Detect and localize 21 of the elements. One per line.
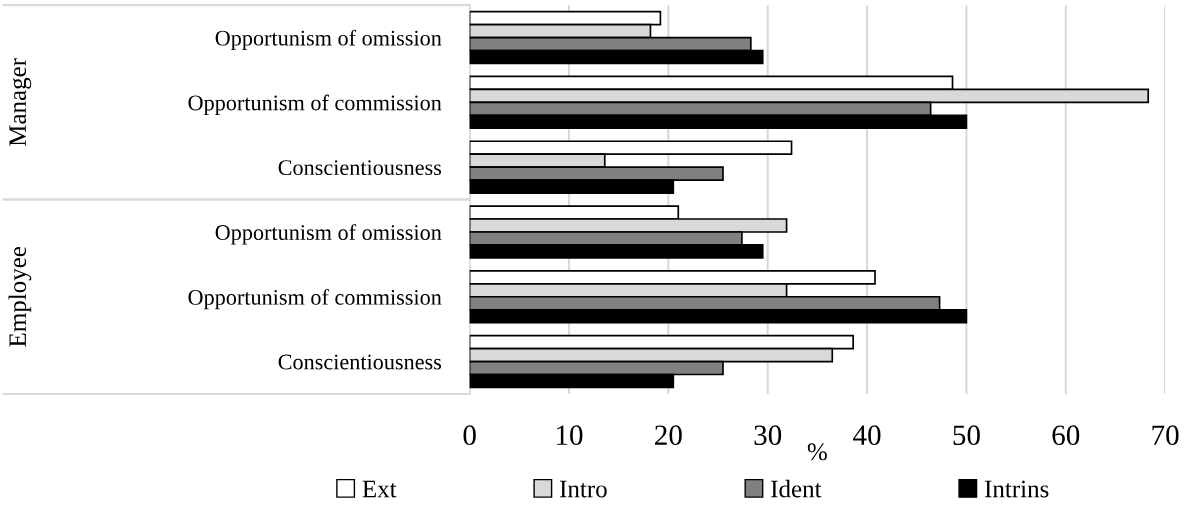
- text: Employee: [8, 246, 32, 347]
- x-tick-label: 0: [463, 425, 476, 446]
- x-tick-label: 10: [556, 425, 583, 446]
- y-tick-label: Conscientiousness: [278, 354, 442, 370]
- text: Manager: [9, 58, 32, 147]
- x-tick-label: 70: [1152, 425, 1179, 446]
- x-tick-label: 50: [953, 425, 980, 446]
- legend-label: Ext: [362, 480, 397, 498]
- x-axis-title: %: [807, 443, 827, 461]
- y-tick-label: Opportunism of commission: [188, 94, 442, 115]
- x-tick-label: 20: [655, 425, 682, 446]
- x-tick-label: 40: [853, 425, 881, 446]
- y-tick-label: Opportunism of omission: [215, 224, 442, 245]
- legend-label: Intrins: [984, 480, 1049, 498]
- x-tick-label: 60: [1052, 425, 1080, 446]
- y-tick-label: Conscientiousness: [278, 160, 442, 176]
- legend-label: Ident: [771, 479, 822, 498]
- y-tick-label: Opportunism of omission: [215, 29, 442, 51]
- x-tick-label: 30: [754, 425, 782, 446]
- y-tick-label: Opportunism of commission: [188, 288, 442, 310]
- legend-label: Intro: [559, 480, 607, 498]
